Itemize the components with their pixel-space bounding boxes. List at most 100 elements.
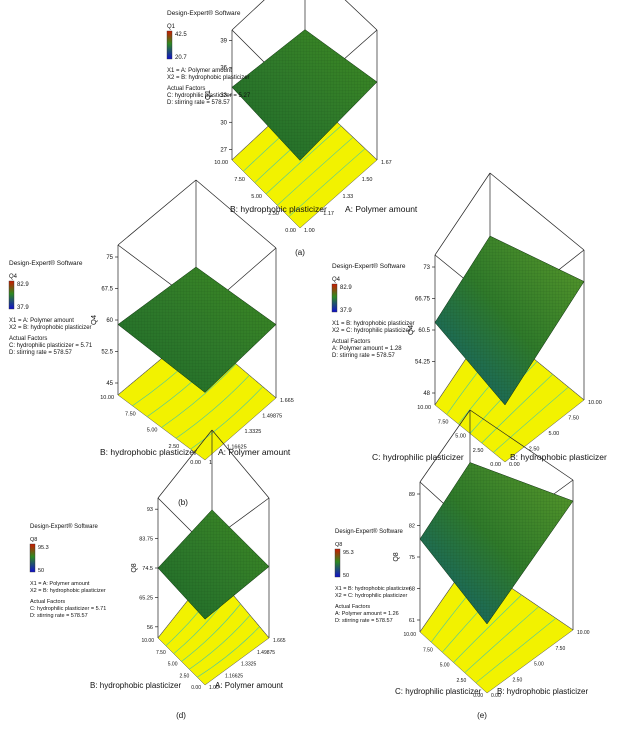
software-name: Design-Expert® Software [335,528,403,535]
actual-factors-title: Actual Factors [335,604,370,610]
x2-definition: X2 = B: hydrophobic plasticizer [9,325,92,331]
actual-factor-item: C: hydrophilic plasticizer = 5.27 [167,93,251,99]
right-axis-tick-label: 2.50 [529,447,540,453]
actual-factor-item: C: hydrophilic plasticizer = 5.71 [9,343,93,349]
z-tick-label: 60.5 [418,328,430,334]
legend-low-value: 37.9 [340,308,352,314]
left-axis-tick-label: 0.00 [191,685,201,691]
surface-mesh [118,267,276,393]
left-axis-tick-label: 2.50 [180,673,190,679]
legend-response-name: Q1 [167,24,176,30]
right-axis-tick-label: 7.50 [568,416,579,422]
contour-line [197,626,260,678]
left-axis-tick-label: 5.00 [455,434,466,440]
right-axis-tick-label: 1.665 [273,638,286,644]
left-axis-tick-label: 0.00 [490,462,501,468]
legend-high-value: 95.3 [38,545,49,551]
box-edge-top-left [117,179,197,246]
right-axis-tick-label: 1.16625 [227,445,247,451]
z-tick-label: 82 [409,524,415,530]
x2-definition: X2 = B: hydrophobic plasticizer [30,588,106,594]
left-axis-tick-label: 0.00 [285,228,296,234]
x2-definition: X2 = C: hydrophilic plasticizer [335,593,407,599]
z-tick-label: 54.25 [415,360,431,366]
contour-line [181,603,241,662]
left-axis-tick-label: 2.50 [268,211,279,217]
left-axis-tick-label: 2.50 [473,448,484,454]
legend-high-value: 42.5 [175,32,187,38]
legend-colorbar [8,280,15,310]
z-tick-label: 65.25 [139,595,153,601]
contour-line [190,386,263,450]
actual-factor-item: D: stirring rate = 578.57 [167,100,231,106]
actual-factors-title: Actual Factors [167,86,205,92]
left-axis-tick-label: 10.00 [417,405,431,411]
right-axis-tick-label: 1.33 [343,194,354,200]
right-axis-label: A: Polymer amount [345,204,418,214]
software-name: Design-Expert® Software [332,262,406,270]
legend-high-value: 82.9 [17,282,29,288]
legend-colorbar [334,548,341,578]
actual-factor-item: D: stirring rate = 578.57 [30,613,88,619]
box-edge-top-right [344,0,378,31]
left-axis-tick-label: 2.50 [169,444,180,450]
panel-label: (d) [176,711,186,720]
left-axis-tick-label: 7.50 [125,411,136,417]
actual-factors-title: Actual Factors [30,599,65,605]
legend-low-value: 50 [343,573,349,579]
box-edge-top-left [231,0,265,31]
z-tick-label: 60 [106,318,113,324]
left-axis-label: C: hydrophilic plasticizer [395,687,482,696]
x1-definition: X1 = A: Polymer amount [30,581,90,587]
left-axis-tick-label: 0.00 [473,693,483,699]
actual-factors-title: Actual Factors [332,339,370,345]
left-axis-tick-label: 7.50 [234,177,245,183]
right-axis-tick-label: 1.67 [381,160,392,166]
right-axis-tick-label: 1.16625 [225,673,243,679]
legend-high-value: 82.9 [340,285,352,291]
z-tick-label: 33 [220,93,227,99]
contour-line [453,594,522,663]
box-edge-top-right [195,179,277,249]
panel-label: (e) [477,711,487,720]
right-axis-label: B: hydrophobic plasticizer [510,452,607,462]
right-axis-tick-label: 5.00 [549,431,560,437]
z-tick-label: 66.75 [415,297,431,303]
chart-panel-2: 7567.56052.545Q410.007.505.002.500.001.6… [8,179,294,507]
z-tick-label: 48 [423,391,430,397]
x1-definition: X1 = B: hydrophobic plasticizer [332,321,415,327]
legend-response-name: Q8 [30,537,37,543]
z-tick-label: 39 [220,38,227,44]
left-axis-tick-label: 7.50 [438,419,449,425]
left-axis-label: B: hydrophobic plasticizer [100,447,197,457]
left-axis-tick-label: 5.00 [440,663,450,669]
left-axis-label: C: hydrophilic plasticizer [372,452,464,462]
z-tick-label: 73 [423,265,430,271]
left-axis-tick-label: 5.00 [251,194,262,200]
right-axis-tick-label: 10.00 [577,630,590,636]
box-edge-top-left [419,409,471,483]
left-axis-tick-label: 2.50 [457,678,467,684]
left-axis-tick-label: 10.00 [403,632,416,638]
right-axis-tick-label: 1.17 [323,211,334,217]
left-axis-label: B: hydrophobic plasticizer [230,204,327,214]
contour-line [288,148,366,217]
box-edge-top-left [157,429,213,499]
contour-line [265,125,342,195]
box-edge-top-right [489,172,585,251]
left-axis-tick-label: 7.50 [423,647,433,653]
contour-line [189,615,251,670]
right-axis-tick-label: 0.00 [509,462,520,468]
chart-panel-1: 39 36 33 30 27 Q1 10.00 7.50 5.00 2.50 0.00 1.67 1.5… [166,0,418,257]
z-tick-label: 36 [220,66,227,72]
panel-label: (a) [295,248,305,257]
box-edge-top-left [434,172,491,256]
actual-factor-item: C: hydrophilic plasticizer = 5.71 [30,606,106,612]
box-edge-top-right [469,409,574,481]
legend-response-name: Q4 [332,277,341,283]
x2-definition: X2 = B: hydrophobic plasticizer [167,75,250,81]
right-axis-label: B: hydrophobic plasticizer [497,687,588,696]
z-tick-label: 67.5 [101,287,113,293]
z-axis-label: Q4 [406,325,415,335]
left-axis-tick-label: 7.50 [156,650,166,656]
